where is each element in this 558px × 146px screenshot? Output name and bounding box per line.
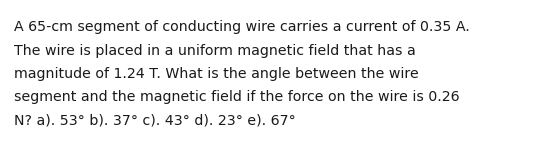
- Text: The wire is placed in a uniform magnetic field that has a: The wire is placed in a uniform magnetic…: [14, 44, 416, 58]
- Text: magnitude of 1.24 T. What is the angle between the wire: magnitude of 1.24 T. What is the angle b…: [14, 67, 418, 81]
- Text: segment and the magnetic field if the force on the wire is 0.26: segment and the magnetic field if the fo…: [14, 91, 460, 105]
- Text: N? a). 53° b). 37° c). 43° d). 23° e). 67°: N? a). 53° b). 37° c). 43° d). 23° e). 6…: [14, 114, 296, 128]
- Text: A 65-cm segment of conducting wire carries a current of 0.35 A.: A 65-cm segment of conducting wire carri…: [14, 20, 470, 34]
